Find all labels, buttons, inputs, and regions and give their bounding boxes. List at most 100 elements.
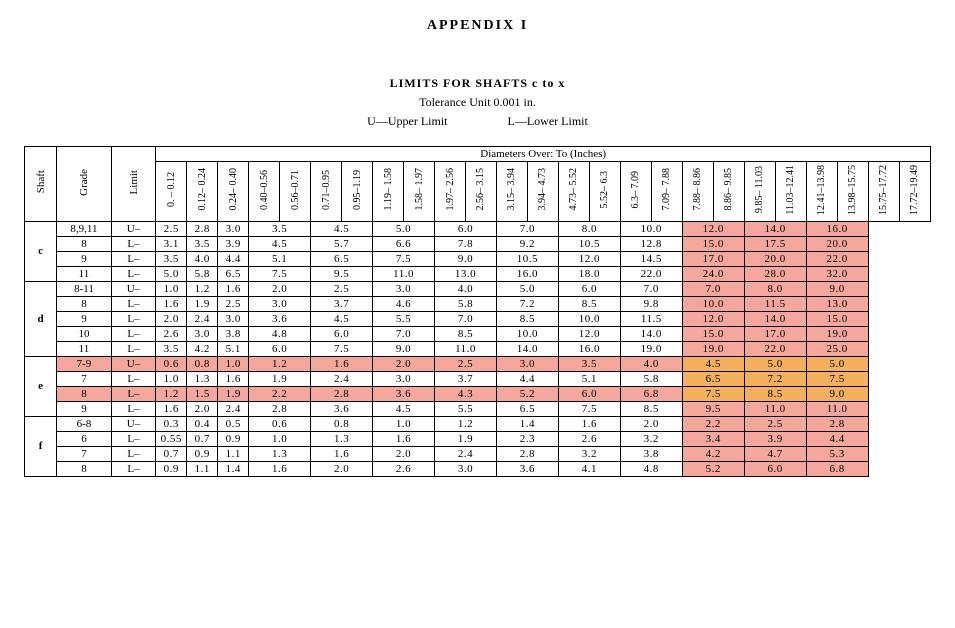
value-cell: 1.6 [218, 281, 249, 296]
value-cell: 10.0 [496, 326, 558, 341]
value-cell: 3.0 [218, 221, 249, 236]
value-cell: 5.0 [806, 356, 868, 371]
grade-cell: 7 [57, 446, 112, 461]
shaft-cell: e [25, 356, 57, 416]
table-row: 11L–5.05.86.57.59.511.013.016.018.022.02… [25, 266, 931, 281]
value-cell: 3.5 [156, 251, 187, 266]
header-diam-24: 17.72–19.49 [899, 161, 930, 221]
value-cell: 7.5 [249, 266, 311, 281]
value-cell: 2.0 [620, 416, 682, 431]
value-cell: 5.8 [620, 371, 682, 386]
value-cell: 1.1 [218, 446, 249, 461]
table-row: f6-8U–0.30.40.50.60.81.01.21.41.62.02.22… [25, 416, 931, 431]
value-cell: 3.0 [249, 296, 311, 311]
value-cell: 4.5 [311, 311, 373, 326]
header-diam-14: 5.52– 6.3 [589, 161, 620, 221]
table-row: d8-11U–1.01.21.62.02.53.04.05.06.07.07.0… [25, 281, 931, 296]
value-cell: 6.0 [558, 281, 620, 296]
value-cell: 6.0 [744, 461, 806, 476]
header-diam-20: 11.03–12.41 [775, 161, 806, 221]
value-cell: 7.0 [373, 326, 435, 341]
value-cell: 11.0 [373, 266, 435, 281]
value-cell: 3.7 [435, 371, 497, 386]
value-cell: 2.5 [311, 281, 373, 296]
grade-cell: 7 [57, 371, 112, 386]
value-cell: 2.2 [249, 386, 311, 401]
header-shaft: Shaft [25, 146, 57, 221]
value-cell: 3.2 [620, 431, 682, 446]
value-cell: 1.0 [156, 281, 187, 296]
value-cell: 1.6 [558, 416, 620, 431]
grade-cell: 11 [57, 341, 112, 356]
value-cell: 8.0 [744, 281, 806, 296]
value-cell: 0.3 [156, 416, 187, 431]
value-cell: 12.0 [558, 326, 620, 341]
table-row: e7-9U–0.60.81.01.21.62.02.53.03.54.04.55… [25, 356, 931, 371]
value-cell: 1.9 [218, 386, 249, 401]
header-diam-15: 6.3– 7.09 [620, 161, 651, 221]
table-row: 8L–3.13.53.94.55.76.67.89.210.512.815.01… [25, 236, 931, 251]
tolerance-line: Tolerance Unit 0.001 in. [24, 93, 931, 112]
value-cell: 7.0 [682, 281, 744, 296]
table-row: 9L–1.62.02.42.83.64.55.56.57.58.59.511.0… [25, 401, 931, 416]
value-cell: 5.3 [806, 446, 868, 461]
value-cell: 8.5 [744, 386, 806, 401]
grade-cell: 8 [57, 296, 112, 311]
value-cell: 1.6 [373, 431, 435, 446]
header-diam-5: 0.71–0.95 [311, 161, 342, 221]
value-cell: 6.5 [218, 266, 249, 281]
value-cell: 2.0 [373, 356, 435, 371]
value-cell: 1.6 [218, 371, 249, 386]
table-row: 11L–3.54.25.16.07.59.011.014.016.019.019… [25, 341, 931, 356]
value-cell: 19.0 [682, 341, 744, 356]
grade-cell: 6 [57, 431, 112, 446]
grade-cell: 7-9 [57, 356, 112, 371]
header-diam-22: 13.98–15.75 [837, 161, 868, 221]
table-row: 10L–2.63.03.84.86.07.08.510.012.014.015.… [25, 326, 931, 341]
value-cell: 6.5 [496, 401, 558, 416]
table-row: c8,9,11U–2.52.83.03.54.55.06.07.08.010.0… [25, 221, 931, 236]
value-cell: 2.8 [496, 446, 558, 461]
limit-cell: L– [111, 311, 156, 326]
grade-cell: 9 [57, 251, 112, 266]
value-cell: 3.5 [187, 236, 218, 251]
header-diam-13: 4.73– 5.52 [558, 161, 589, 221]
value-cell: 1.0 [218, 356, 249, 371]
limit-cell: L– [111, 266, 156, 281]
value-cell: 8.5 [558, 296, 620, 311]
value-cell: 1.3 [187, 371, 218, 386]
value-cell: 3.0 [218, 311, 249, 326]
value-cell: 8.5 [620, 401, 682, 416]
value-cell: 5.8 [435, 296, 497, 311]
value-cell: 7.5 [806, 371, 868, 386]
header-diam-12: 3.94– 4.73 [527, 161, 558, 221]
value-cell: 16.0 [496, 266, 558, 281]
value-cell: 9.0 [435, 251, 497, 266]
value-cell: 5.7 [311, 236, 373, 251]
value-cell: 3.0 [373, 281, 435, 296]
value-cell: 5.0 [373, 221, 435, 236]
value-cell: 15.0 [806, 311, 868, 326]
value-cell: 2.5 [744, 416, 806, 431]
value-cell: 18.0 [558, 266, 620, 281]
value-cell: 1.6 [156, 401, 187, 416]
value-cell: 3.5 [249, 221, 311, 236]
value-cell: 1.3 [311, 431, 373, 446]
value-cell: 19.0 [806, 326, 868, 341]
value-cell: 22.0 [620, 266, 682, 281]
limit-cell: L– [111, 401, 156, 416]
table-row: 9L–3.54.04.45.16.57.59.010.512.014.517.0… [25, 251, 931, 266]
grade-cell: 11 [57, 266, 112, 281]
value-cell: 4.5 [249, 236, 311, 251]
value-cell: 6.8 [620, 386, 682, 401]
table-row: 8L–1.61.92.53.03.74.65.87.28.59.810.011.… [25, 296, 931, 311]
value-cell: 2.8 [187, 221, 218, 236]
value-cell: 2.5 [435, 356, 497, 371]
header-diam-10: 2.56– 3.15 [465, 161, 496, 221]
value-cell: 4.5 [682, 356, 744, 371]
header-diam-4: 0.56–0.71 [280, 161, 311, 221]
value-cell: 2.0 [156, 311, 187, 326]
value-cell: 9.2 [496, 236, 558, 251]
value-cell: 7.8 [435, 236, 497, 251]
header-diam-3: 0.40–0.56 [249, 161, 280, 221]
